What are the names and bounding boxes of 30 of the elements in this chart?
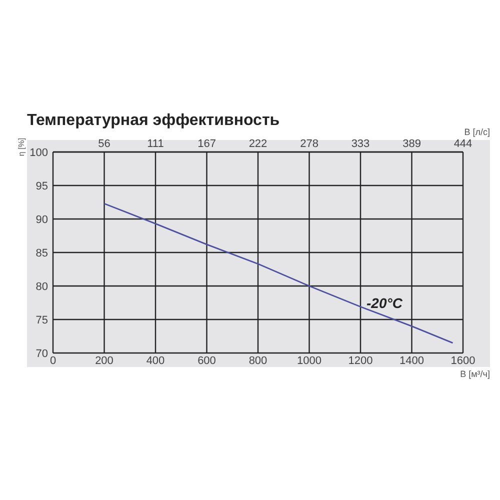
x-axis-title: В [м³/ч] bbox=[460, 369, 490, 380]
x-tick-label: 1400 bbox=[400, 354, 424, 367]
x-tick-label: 800 bbox=[248, 354, 268, 367]
y-tick-label: 90 bbox=[36, 214, 48, 226]
x-tick-label: 1000 bbox=[297, 354, 322, 367]
x2-tick-label: 56 bbox=[98, 138, 110, 150]
x2-axis-title: В [л/с] bbox=[464, 127, 490, 138]
y-tick-label: 100 bbox=[30, 146, 48, 159]
y-axis-title: η [%] bbox=[17, 137, 27, 156]
series-label: -20°C bbox=[366, 294, 404, 311]
x-tick-label: 600 bbox=[198, 354, 216, 367]
line-series bbox=[104, 202, 454, 344]
x-tick-label: 1200 bbox=[348, 354, 373, 367]
chart-title: Температурная эффективность bbox=[27, 112, 280, 130]
y-tick-label: 85 bbox=[36, 247, 48, 260]
x2-tick-label: 222 bbox=[248, 138, 268, 150]
x2-tick-label: 389 bbox=[402, 138, 421, 150]
x2-tick-label: 111 bbox=[147, 138, 164, 150]
x-tick-label: 1600 bbox=[450, 354, 476, 367]
x-tick-label: 200 bbox=[95, 354, 114, 367]
y-tick-label: 70 bbox=[36, 348, 48, 360]
x-tick-label: 400 bbox=[146, 354, 165, 367]
x2-tick-label: 444 bbox=[454, 138, 472, 150]
x-tick-label: 0 bbox=[50, 354, 56, 367]
y-tick-label: 80 bbox=[36, 280, 48, 293]
x2-tick-label: 333 bbox=[351, 138, 370, 150]
x2-tick-label: 278 bbox=[300, 138, 318, 150]
y-tick-label: 75 bbox=[36, 314, 48, 326]
y-tick-label: 95 bbox=[36, 180, 48, 192]
x2-tick-label: 167 bbox=[198, 138, 216, 150]
